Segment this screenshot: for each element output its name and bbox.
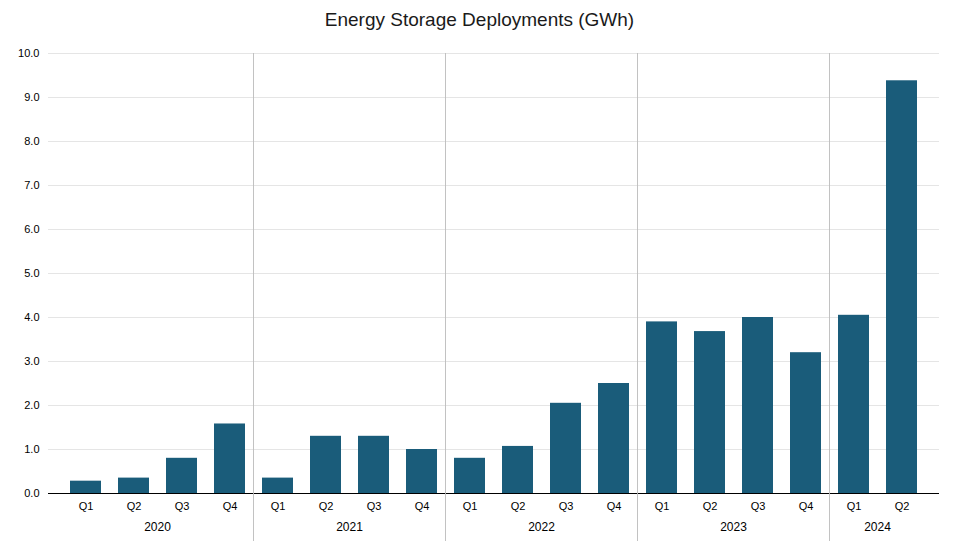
- svg-text:Q2: Q2: [319, 500, 334, 512]
- svg-text:Q4: Q4: [799, 500, 814, 512]
- svg-text:Q3: Q3: [751, 500, 766, 512]
- svg-text:5.0: 5.0: [24, 267, 39, 279]
- svg-text:3.0: 3.0: [24, 355, 39, 367]
- svg-text:Q2: Q2: [703, 500, 718, 512]
- svg-text:Q1: Q1: [79, 500, 94, 512]
- svg-text:Q4: Q4: [223, 500, 238, 512]
- svg-text:2023: 2023: [720, 520, 747, 534]
- svg-text:8.0: 8.0: [24, 135, 39, 147]
- svg-text:2024: 2024: [864, 520, 891, 534]
- svg-text:9.0: 9.0: [24, 91, 39, 103]
- svg-text:10.0: 10.0: [18, 47, 39, 59]
- svg-text:Q3: Q3: [559, 500, 574, 512]
- svg-text:Q1: Q1: [271, 500, 286, 512]
- svg-text:Q4: Q4: [415, 500, 430, 512]
- svg-text:7.0: 7.0: [24, 179, 39, 191]
- svg-text:2021: 2021: [336, 520, 363, 534]
- svg-text:Q4: Q4: [607, 500, 622, 512]
- svg-text:0.0: 0.0: [24, 487, 39, 499]
- svg-text:Q1: Q1: [655, 500, 670, 512]
- svg-text:4.0: 4.0: [24, 311, 39, 323]
- svg-text:Q2: Q2: [511, 500, 526, 512]
- svg-text:Q3: Q3: [175, 500, 190, 512]
- svg-text:Q1: Q1: [847, 500, 862, 512]
- svg-text:2.0: 2.0: [24, 399, 39, 411]
- svg-text:Q2: Q2: [895, 500, 910, 512]
- svg-text:6.0: 6.0: [24, 223, 39, 235]
- svg-text:2020: 2020: [144, 520, 171, 534]
- html-text:Energy Storage Deployments (GW: Energy Storage Deployments (GWh): [324, 9, 635, 30]
- svg-text:Q1: Q1: [463, 500, 478, 512]
- svg-text:Q3: Q3: [367, 500, 382, 512]
- svg-text:2022: 2022: [528, 520, 555, 534]
- svg-text:1.0: 1.0: [24, 443, 39, 455]
- svg-text:Q2: Q2: [127, 500, 142, 512]
